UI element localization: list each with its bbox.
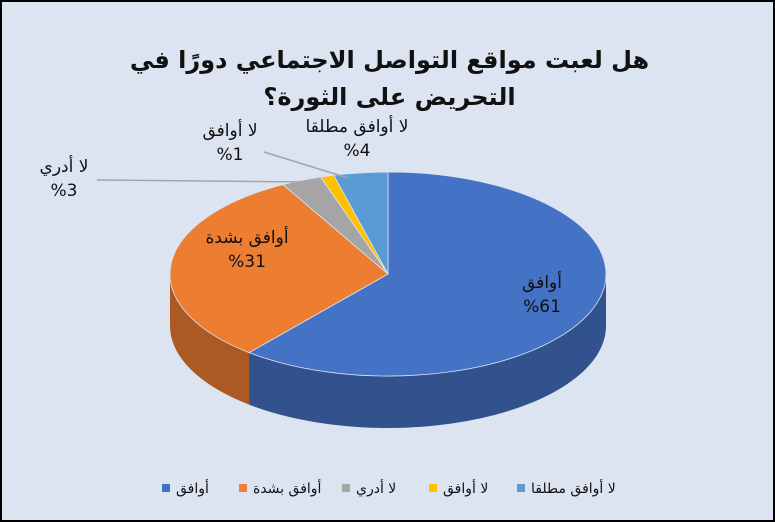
pie-slice [248,171,607,377]
data-label-value: %61 [523,297,561,317]
legend-swatch [342,484,350,492]
legend: أوافق أوافق بشدة لا أدري لا أوافق لا أوافق م… [162,479,616,497]
legend-label: لا أدري [356,479,396,497]
data-label-value: %3 [51,181,78,201]
leader-line [96,179,308,183]
legend-swatch [162,484,170,492]
legend-swatch [429,484,437,492]
legend-swatch [239,484,247,492]
leader-line [263,151,349,179]
data-label-category: أوافق [522,271,562,293]
legend-label: أوافق [176,479,209,497]
data-label-value: %4 [344,141,371,161]
legend-label: لا أوافق مطلقا [531,479,616,497]
data-label-category: لا أوافق مطلقا [306,115,409,137]
data-label-category: أوافق بشدة [205,226,288,248]
chart-title: هل لعبت مواقع التواصل الاجتماعي دورًا في… [129,46,650,111]
pie-slice-side [249,274,606,428]
legend-label: لا أوافق [443,479,488,497]
pie-slice [169,184,389,354]
pie-slice-side [170,274,250,405]
legend-label: أوافق بشدة [253,479,322,497]
legend-swatch [517,484,525,492]
data-label-category: لا أوافق [202,119,257,141]
pie-slice [333,171,389,275]
data-label-value: %31 [228,252,266,272]
data-label-category: لا أدري [40,155,89,177]
data-label-value: %1 [217,145,244,165]
